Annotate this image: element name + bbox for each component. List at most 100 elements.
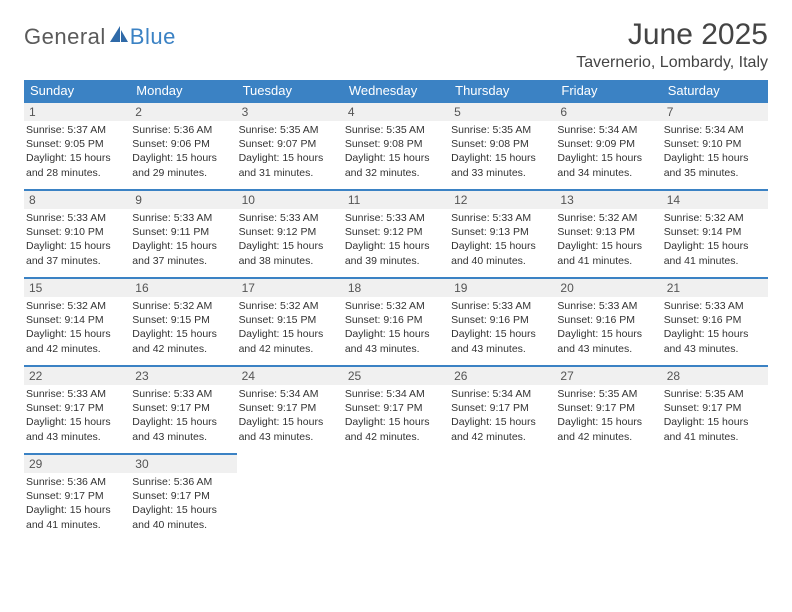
calendar-day-cell: 15Sunrise: 5:32 AMSunset: 9:14 PMDayligh…: [24, 277, 130, 365]
day-details: Sunrise: 5:32 AMSunset: 9:14 PMDaylight:…: [24, 299, 130, 356]
day-details: Sunrise: 5:33 AMSunset: 9:10 PMDaylight:…: [24, 211, 130, 268]
day-number: 1: [24, 101, 130, 121]
calendar-day-cell: 17Sunrise: 5:32 AMSunset: 9:15 PMDayligh…: [237, 277, 343, 365]
calendar-day-cell: 12Sunrise: 5:33 AMSunset: 9:13 PMDayligh…: [449, 189, 555, 277]
logo-text-1: General: [24, 24, 106, 50]
day-details: Sunrise: 5:33 AMSunset: 9:17 PMDaylight:…: [24, 387, 130, 444]
calendar-day-cell: 3Sunrise: 5:35 AMSunset: 9:07 PMDaylight…: [237, 101, 343, 189]
day-details: Sunrise: 5:32 AMSunset: 9:14 PMDaylight:…: [662, 211, 768, 268]
day-details: Sunrise: 5:37 AMSunset: 9:05 PMDaylight:…: [24, 123, 130, 180]
day-details: Sunrise: 5:33 AMSunset: 9:11 PMDaylight:…: [130, 211, 236, 268]
calendar-day-cell: 4Sunrise: 5:35 AMSunset: 9:08 PMDaylight…: [343, 101, 449, 189]
day-number: 27: [555, 365, 661, 385]
calendar-day-cell: 9Sunrise: 5:33 AMSunset: 9:11 PMDaylight…: [130, 189, 236, 277]
calendar-day-cell: 2Sunrise: 5:36 AMSunset: 9:06 PMDaylight…: [130, 101, 236, 189]
calendar-day-cell: 27Sunrise: 5:35 AMSunset: 9:17 PMDayligh…: [555, 365, 661, 453]
day-number: 6: [555, 101, 661, 121]
day-details: Sunrise: 5:33 AMSunset: 9:17 PMDaylight:…: [130, 387, 236, 444]
calendar-day-cell: 16Sunrise: 5:32 AMSunset: 9:15 PMDayligh…: [130, 277, 236, 365]
day-number: 8: [24, 189, 130, 209]
day-number: 26: [449, 365, 555, 385]
calendar-empty-cell: [237, 453, 343, 541]
logo-text-2: Blue: [130, 24, 176, 50]
day-number: 19: [449, 277, 555, 297]
calendar-day-cell: 11Sunrise: 5:33 AMSunset: 9:12 PMDayligh…: [343, 189, 449, 277]
day-details: Sunrise: 5:32 AMSunset: 9:13 PMDaylight:…: [555, 211, 661, 268]
weekday-header: Tuesday: [237, 80, 343, 101]
day-number: 11: [343, 189, 449, 209]
day-number: 30: [130, 453, 236, 473]
day-number: 3: [237, 101, 343, 121]
day-number: 5: [449, 101, 555, 121]
day-number: 12: [449, 189, 555, 209]
day-details: Sunrise: 5:32 AMSunset: 9:15 PMDaylight:…: [130, 299, 236, 356]
weekday-header: Thursday: [449, 80, 555, 101]
calendar-day-cell: 18Sunrise: 5:32 AMSunset: 9:16 PMDayligh…: [343, 277, 449, 365]
title-block: June 2025 Tavernerio, Lombardy, Italy: [576, 18, 768, 72]
day-details: Sunrise: 5:34 AMSunset: 9:17 PMDaylight:…: [449, 387, 555, 444]
day-number: 18: [343, 277, 449, 297]
day-details: Sunrise: 5:35 AMSunset: 9:08 PMDaylight:…: [343, 123, 449, 180]
location-text: Tavernerio, Lombardy, Italy: [576, 54, 768, 72]
day-number: 20: [555, 277, 661, 297]
month-title: June 2025: [576, 18, 768, 52]
day-details: Sunrise: 5:33 AMSunset: 9:16 PMDaylight:…: [555, 299, 661, 356]
day-details: Sunrise: 5:36 AMSunset: 9:17 PMDaylight:…: [24, 475, 130, 532]
calendar-table: SundayMondayTuesdayWednesdayThursdayFrid…: [24, 80, 768, 541]
day-number: 16: [130, 277, 236, 297]
weekday-header: Monday: [130, 80, 236, 101]
day-number: 29: [24, 453, 130, 473]
calendar-body: 1Sunrise: 5:37 AMSunset: 9:05 PMDaylight…: [24, 101, 768, 541]
day-details: Sunrise: 5:33 AMSunset: 9:12 PMDaylight:…: [237, 211, 343, 268]
day-details: Sunrise: 5:35 AMSunset: 9:17 PMDaylight:…: [662, 387, 768, 444]
calendar-day-cell: 28Sunrise: 5:35 AMSunset: 9:17 PMDayligh…: [662, 365, 768, 453]
calendar-day-cell: 6Sunrise: 5:34 AMSunset: 9:09 PMDaylight…: [555, 101, 661, 189]
calendar-day-cell: 14Sunrise: 5:32 AMSunset: 9:14 PMDayligh…: [662, 189, 768, 277]
day-number: 17: [237, 277, 343, 297]
day-number: 7: [662, 101, 768, 121]
weekday-header: Friday: [555, 80, 661, 101]
calendar-day-cell: 21Sunrise: 5:33 AMSunset: 9:16 PMDayligh…: [662, 277, 768, 365]
calendar-day-cell: 8Sunrise: 5:33 AMSunset: 9:10 PMDaylight…: [24, 189, 130, 277]
day-details: Sunrise: 5:33 AMSunset: 9:12 PMDaylight:…: [343, 211, 449, 268]
calendar-day-cell: 25Sunrise: 5:34 AMSunset: 9:17 PMDayligh…: [343, 365, 449, 453]
sail-icon: [108, 24, 130, 50]
day-details: Sunrise: 5:33 AMSunset: 9:13 PMDaylight:…: [449, 211, 555, 268]
calendar-day-cell: 26Sunrise: 5:34 AMSunset: 9:17 PMDayligh…: [449, 365, 555, 453]
calendar-page: General Blue June 2025 Tavernerio, Lomba…: [0, 0, 792, 561]
day-details: Sunrise: 5:33 AMSunset: 9:16 PMDaylight:…: [662, 299, 768, 356]
calendar-day-cell: 30Sunrise: 5:36 AMSunset: 9:17 PMDayligh…: [130, 453, 236, 541]
day-number: 22: [24, 365, 130, 385]
day-details: Sunrise: 5:34 AMSunset: 9:17 PMDaylight:…: [237, 387, 343, 444]
logo: General Blue: [24, 18, 176, 50]
calendar-day-cell: 20Sunrise: 5:33 AMSunset: 9:16 PMDayligh…: [555, 277, 661, 365]
day-details: Sunrise: 5:35 AMSunset: 9:08 PMDaylight:…: [449, 123, 555, 180]
day-number: 4: [343, 101, 449, 121]
calendar-day-cell: 13Sunrise: 5:32 AMSunset: 9:13 PMDayligh…: [555, 189, 661, 277]
day-details: Sunrise: 5:36 AMSunset: 9:06 PMDaylight:…: [130, 123, 236, 180]
day-number: 23: [130, 365, 236, 385]
weekday-header: Sunday: [24, 80, 130, 101]
day-number: 14: [662, 189, 768, 209]
day-number: 2: [130, 101, 236, 121]
calendar-week-row: 15Sunrise: 5:32 AMSunset: 9:14 PMDayligh…: [24, 277, 768, 365]
weekday-header: Saturday: [662, 80, 768, 101]
day-number: 15: [24, 277, 130, 297]
header-row: General Blue June 2025 Tavernerio, Lomba…: [24, 18, 768, 72]
calendar-day-cell: 23Sunrise: 5:33 AMSunset: 9:17 PMDayligh…: [130, 365, 236, 453]
day-number: 9: [130, 189, 236, 209]
day-details: Sunrise: 5:36 AMSunset: 9:17 PMDaylight:…: [130, 475, 236, 532]
calendar-empty-cell: [449, 453, 555, 541]
day-number: 10: [237, 189, 343, 209]
day-details: Sunrise: 5:35 AMSunset: 9:17 PMDaylight:…: [555, 387, 661, 444]
day-details: Sunrise: 5:33 AMSunset: 9:16 PMDaylight:…: [449, 299, 555, 356]
calendar-day-cell: 29Sunrise: 5:36 AMSunset: 9:17 PMDayligh…: [24, 453, 130, 541]
calendar-empty-cell: [343, 453, 449, 541]
calendar-empty-cell: [555, 453, 661, 541]
calendar-empty-cell: [662, 453, 768, 541]
calendar-day-cell: 24Sunrise: 5:34 AMSunset: 9:17 PMDayligh…: [237, 365, 343, 453]
day-number: 21: [662, 277, 768, 297]
day-details: Sunrise: 5:35 AMSunset: 9:07 PMDaylight:…: [237, 123, 343, 180]
calendar-week-row: 8Sunrise: 5:33 AMSunset: 9:10 PMDaylight…: [24, 189, 768, 277]
day-number: 28: [662, 365, 768, 385]
